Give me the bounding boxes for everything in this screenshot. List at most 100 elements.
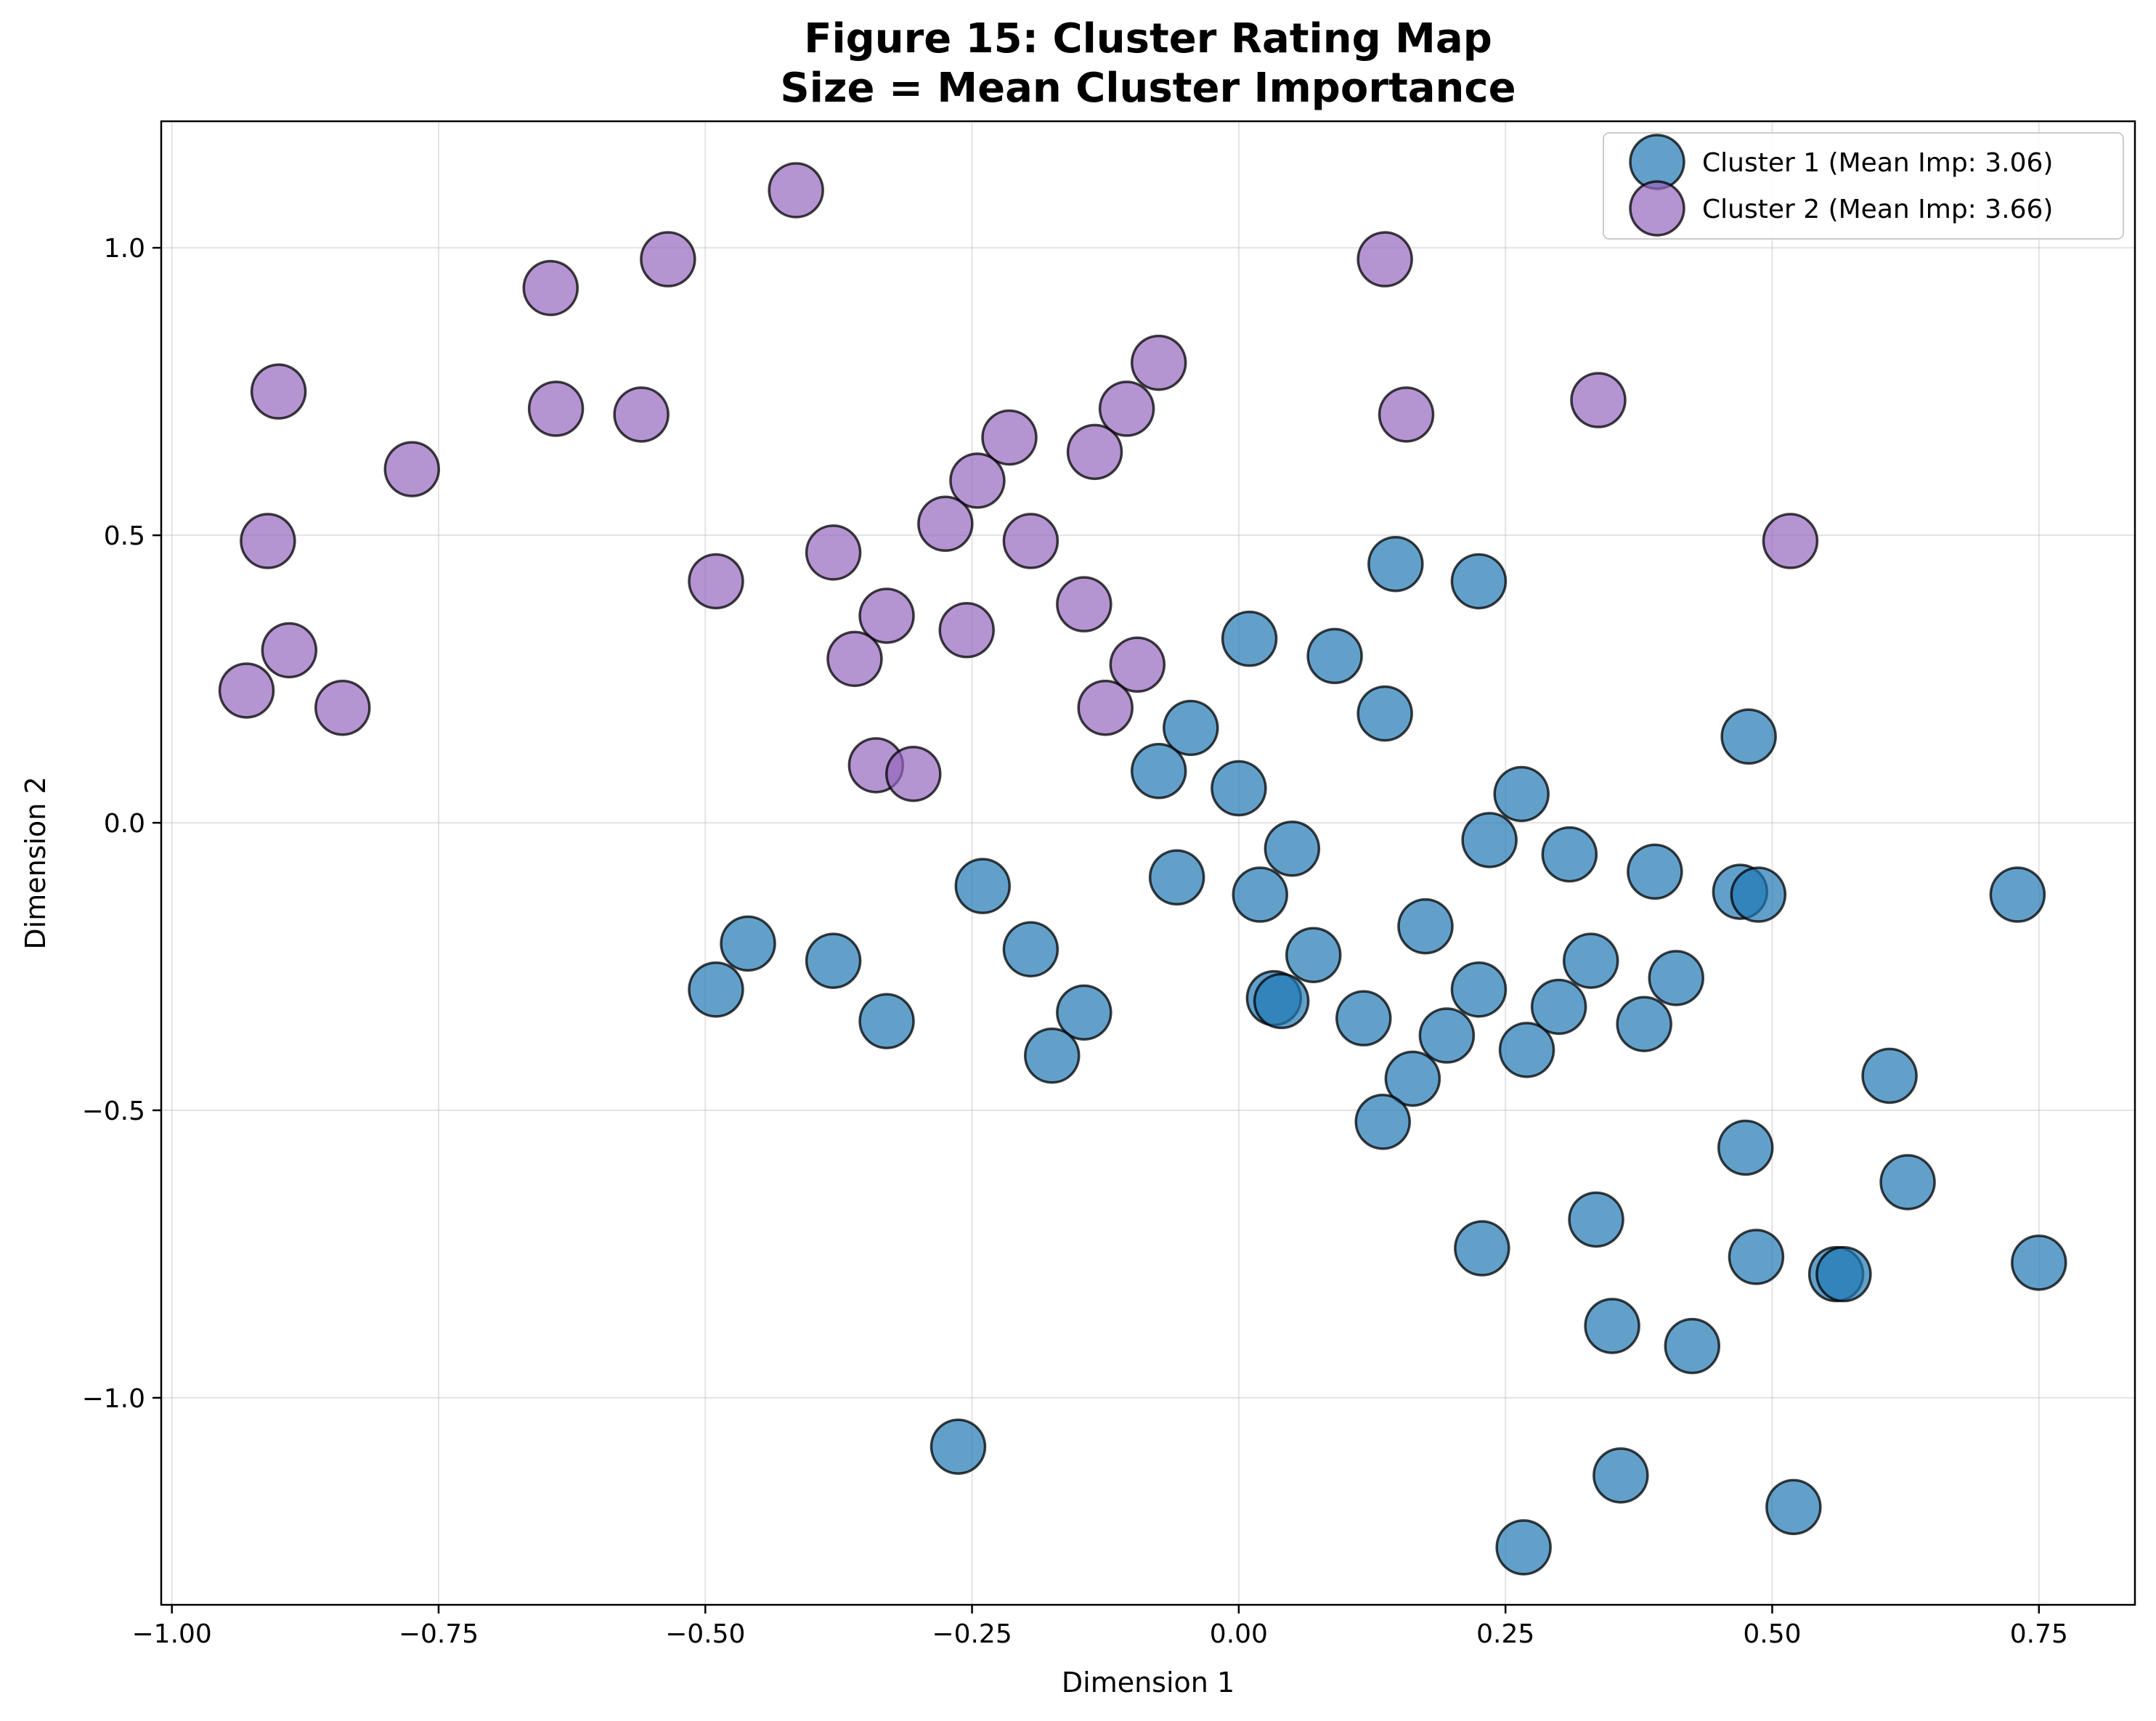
scatter-point-cluster-1 [1356, 685, 1413, 742]
scatter-point-cluster-1 [1232, 866, 1289, 923]
plot-frame [160, 120, 2136, 1606]
x-tick-label: 0.00 [1210, 1619, 1268, 1649]
scatter-point-cluster-2 [218, 662, 275, 719]
scatter-point-cluster-1 [1450, 961, 1508, 1018]
scatter-point-cluster-1 [1530, 978, 1587, 1036]
legend-box [1603, 132, 2124, 240]
scatter-point-cluster-2 [314, 679, 371, 736]
scatter-point-cluster-2 [768, 162, 824, 219]
scatter-point-cluster-2 [1109, 636, 1166, 693]
scatter-point-cluster-1 [1384, 1050, 1441, 1107]
scatter-point-cluster-2 [917, 495, 974, 553]
scatter-point-cluster-1 [1306, 627, 1363, 685]
scatter-point-cluster-2 [981, 409, 1038, 466]
legend-label-cluster-1: Cluster 1 (Mean Imp: 3.06) [1702, 148, 2053, 178]
scatter-point-cluster-1 [1163, 699, 1219, 757]
scatter-point-cluster-1 [1454, 1220, 1510, 1277]
scatter-point-cluster-1 [1495, 1519, 1552, 1576]
x-tick-label: 0.50 [1743, 1619, 1801, 1649]
x-tick-label: −0.50 [665, 1619, 745, 1649]
scatter-point-cluster-1 [1861, 1047, 1918, 1104]
scatter-point-cluster-2 [527, 381, 585, 437]
scatter-point-cluster-2 [250, 363, 307, 420]
scatter-point-cluster-1 [1335, 990, 1392, 1047]
scatter-point-cluster-1 [1627, 843, 1683, 900]
scatter-point-cluster-2 [1002, 513, 1059, 569]
x-tick-label: −1.00 [132, 1619, 212, 1649]
scatter-point-cluster-2 [826, 630, 883, 688]
scatter-point-cluster-2 [1570, 372, 1627, 428]
scatter-point-cluster-1 [929, 1418, 987, 1475]
chart-title: Figure 15: Cluster Rating Map [804, 15, 1492, 62]
scatter-point-cluster-2 [1066, 423, 1123, 481]
scatter-point-cluster-1 [1354, 1094, 1411, 1150]
scatter-point-cluster-1 [1728, 1229, 1785, 1285]
scatter-point-cluster-2 [1130, 334, 1187, 391]
scatter-point-cluster-1 [1815, 1245, 1872, 1303]
scatter-point-cluster-1 [1730, 866, 1787, 923]
x-axis-label: Dimension 1 [1062, 1667, 1234, 1698]
scatter-point-cluster-2 [688, 553, 744, 610]
scatter-point-cluster-1 [1397, 898, 1454, 955]
scatter-point-cluster-2 [261, 622, 318, 679]
scatter-point-cluster-1 [1002, 921, 1059, 978]
scatter-point-cluster-1 [1765, 1478, 1822, 1536]
scatter-point-cluster-1 [2011, 1234, 2067, 1291]
scatter-point-cluster-1 [1493, 765, 1550, 823]
scatter-point-cluster-2 [1077, 679, 1134, 736]
scatter-point-cluster-1 [1664, 1317, 1721, 1375]
scatter-point-cluster-1 [1264, 820, 1321, 877]
scatter-point-cluster-1 [1720, 708, 1777, 765]
x-tick-label: −0.75 [399, 1619, 479, 1649]
scatter-point-cluster-1 [1418, 1007, 1476, 1064]
scatter-point-cluster-2 [938, 602, 995, 659]
x-tick-label: −0.25 [932, 1619, 1012, 1649]
scatter-point-cluster-1 [805, 932, 862, 989]
legend-layer: Cluster 1 (Mean Imp: 3.06) Cluster 2 (Mea… [1603, 132, 2124, 240]
points-layer [218, 162, 2067, 1576]
scatter-point-cluster-2 [1762, 513, 1819, 569]
scatter-point-cluster-1 [1989, 866, 2046, 923]
scatter-point-cluster-1 [954, 858, 1012, 914]
scatter-point-cluster-1 [720, 915, 776, 972]
scatter-point-cluster-1 [1211, 760, 1267, 817]
scatter-point-cluster-1 [1221, 610, 1278, 667]
scatter-point-cluster-2 [1378, 386, 1435, 443]
scatter-point-cluster-1 [1024, 1028, 1081, 1084]
scatter-point-cluster-1 [1541, 826, 1598, 883]
scatter-point-cluster-1 [1562, 932, 1619, 989]
scatter-point-cluster-2 [240, 513, 296, 569]
legend-label-cluster-2: Cluster 2 (Mean Imp: 3.66) [1702, 195, 2053, 224]
scatter-point-cluster-2 [522, 259, 579, 317]
scatter-point-cluster-2 [383, 441, 441, 497]
scatter-point-cluster-1 [1450, 553, 1508, 610]
scatter-point-cluster-1 [1367, 535, 1424, 593]
legend-marker-cluster-2 [1629, 180, 1685, 237]
x-tick-label: 0.25 [1476, 1619, 1534, 1649]
scatter-point-cluster-2 [949, 452, 1006, 509]
scatter-point-cluster-1 [688, 961, 744, 1018]
scatter-point-cluster-1 [1616, 996, 1672, 1052]
scatter-point-cluster-1 [1568, 1191, 1624, 1248]
scatter-point-cluster-1 [1879, 1154, 1936, 1211]
y-axis-label: Dimension 2 [20, 776, 52, 949]
scatter-point-cluster-1 [1253, 972, 1310, 1030]
y-tick-label: −1.0 [82, 1384, 145, 1414]
y-tick-label: 0.0 [104, 809, 145, 839]
scatter-point-cluster-1 [1148, 849, 1205, 906]
scatter-point-cluster-1 [1056, 984, 1112, 1041]
x-tick-label: 0.75 [2010, 1619, 2068, 1649]
scatter-point-cluster-2 [1098, 381, 1155, 437]
scatter-point-cluster-1 [1717, 1119, 1774, 1176]
scatter-point-cluster-1 [1584, 1298, 1640, 1354]
scatter-point-cluster-2 [1356, 231, 1413, 288]
scatter-point-cluster-1 [1130, 743, 1187, 800]
scatter-point-cluster-1 [1592, 1447, 1649, 1504]
y-tick-label: −0.5 [82, 1097, 145, 1126]
scatter-point-cluster-2 [858, 587, 915, 644]
scatter-point-cluster-2 [885, 746, 942, 802]
scatter-point-cluster-2 [805, 524, 862, 581]
